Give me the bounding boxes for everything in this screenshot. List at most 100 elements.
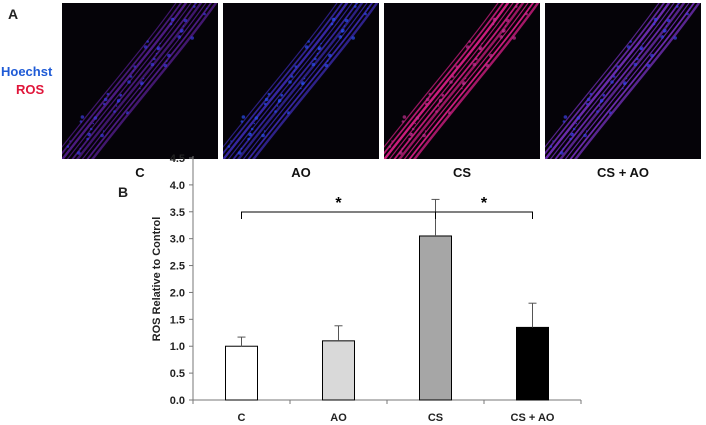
nucleus-dot [552, 140, 554, 142]
nucleus-dot [462, 81, 466, 85]
nucleus-dot [172, 17, 174, 20]
y-tick-label: 0.0 [170, 395, 185, 407]
nucleus-dot [142, 77, 145, 80]
nucleus-dot [139, 87, 141, 90]
nucleus-dot [515, 5, 518, 8]
nucleus-dot [414, 122, 417, 125]
nucleus-dot [355, 3, 359, 4]
micrograph-label-c: C [135, 165, 145, 180]
micrograph-label-cs-ao: CS + AO [597, 165, 649, 180]
nucleus-dot [156, 46, 161, 50]
nucleus-dot [399, 151, 403, 155]
nucleus-dot [401, 120, 405, 123]
tissue-strand [559, 3, 686, 159]
y-tick-label: 1.0 [170, 341, 185, 353]
x-category-label: CS + AO [511, 412, 555, 424]
nucleus-dot [491, 22, 495, 26]
micrograph-label-cs: CS [452, 165, 472, 180]
tissue-strand [247, 3, 374, 159]
nucleus-dot [662, 35, 664, 37]
nucleus-dot [481, 42, 483, 45]
nucleus-dot [159, 42, 161, 45]
nucleus-dot [424, 102, 428, 106]
nucleus-dot [525, 12, 528, 16]
nucleus-dot [140, 81, 144, 85]
nucleus-dot [615, 70, 617, 72]
nucleus-dot [610, 80, 614, 84]
tissue-strand [564, 3, 690, 159]
tissue-strand [384, 3, 499, 148]
tissue-strand [242, 3, 368, 159]
nucleus-dot [183, 18, 188, 23]
nucleus-dot [102, 130, 105, 132]
nucleus-dot [448, 111, 451, 114]
nucleus-dot [596, 110, 599, 113]
tissue-strand [237, 3, 364, 159]
nucleus-dot [438, 98, 443, 103]
nucleus-dot [250, 127, 254, 131]
nucleus-dot [391, 140, 393, 142]
micrograph-label-ao: AO [291, 165, 311, 180]
nucleus-dot [477, 52, 480, 55]
tissue-strand [408, 3, 535, 159]
nucleus-dot [475, 57, 478, 61]
nucleus-dot [622, 87, 624, 90]
nucleus-dot [69, 140, 71, 142]
tissue-strand [545, 3, 666, 155]
nucleus-dot [241, 115, 246, 119]
nucleus-dot [79, 147, 82, 150]
nucleus-dot [655, 17, 657, 20]
tissue-strand [91, 3, 218, 159]
nucleus-dot [401, 147, 404, 150]
nucleus-dot [586, 97, 591, 102]
nucleus-dot [623, 81, 627, 85]
nucleus-dot [472, 62, 477, 67]
nucleus-dot [625, 77, 628, 80]
nucleus-dot [93, 116, 98, 120]
hoechst-label: Hoechst [1, 64, 53, 79]
nucleus-dot [294, 65, 297, 68]
tissue-strand [413, 3, 540, 159]
nucleus-dot [435, 110, 438, 113]
nucleus-dot [688, 7, 691, 10]
tissue-strand [545, 3, 671, 159]
tissue-strand [384, 3, 510, 159]
nucleus-dot [303, 77, 306, 80]
nucleus-dot [598, 105, 601, 107]
nucleus-dot [502, 28, 506, 33]
nucleus-dot [609, 111, 612, 114]
bar-1 [322, 340, 355, 401]
nucleus-dot [527, 7, 530, 10]
nucleus-dot [261, 133, 265, 138]
nucleus-dot [307, 40, 310, 43]
tissue-strand [549, 3, 675, 159]
nucleus-dot [179, 35, 181, 37]
nucleus-dot [301, 81, 305, 85]
nucleus-dot [163, 63, 168, 68]
nucleus-dot [230, 140, 232, 142]
micrograph-c [62, 3, 218, 159]
y-tick-label: 2.5 [170, 261, 185, 273]
nucleus-dot [169, 22, 173, 26]
micrograph-cs [384, 3, 540, 159]
nucleus-dot [560, 151, 564, 155]
significance-star: * [335, 195, 342, 212]
nucleus-dot [461, 87, 463, 90]
nucleus-dot [238, 151, 242, 155]
significance-star: * [481, 195, 488, 212]
nucleus-dot [340, 35, 342, 37]
nucleus-dot [366, 7, 369, 10]
nucleus-dot [343, 25, 346, 27]
nucleus-dot [485, 63, 490, 68]
nucleus-dot [549, 145, 553, 148]
nucleus-dot [504, 25, 507, 27]
nucleus-dot [585, 130, 588, 132]
nucleus-dot [267, 92, 271, 96]
nucleus-dot [300, 87, 302, 90]
nucleus-dot [351, 36, 355, 40]
nucleus-dot [449, 80, 453, 84]
nucleus-dot [441, 93, 445, 97]
nucleus-dot [320, 42, 322, 45]
nucleus-dot [227, 145, 231, 148]
nucleus-dot [686, 12, 689, 16]
